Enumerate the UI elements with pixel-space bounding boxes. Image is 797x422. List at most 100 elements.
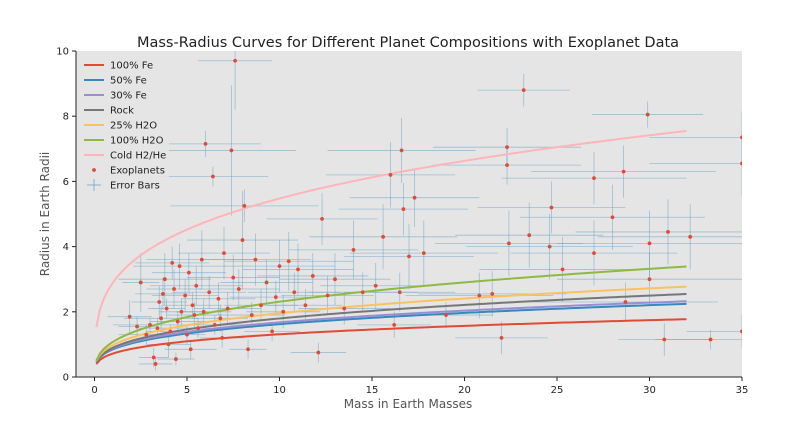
exoplanet-point: [421, 251, 426, 256]
exoplanet-point: [303, 303, 308, 308]
exoplanet-point: [392, 322, 397, 327]
x-tick-label: 15: [366, 385, 379, 396]
exoplanet-point: [286, 259, 291, 264]
y-tick-label: 6: [63, 177, 69, 188]
exoplanet-point: [281, 309, 286, 314]
exoplanet-point: [560, 267, 565, 272]
exoplanet-point: [144, 332, 149, 337]
exoplanet-point: [186, 270, 191, 275]
exoplanet-point: [351, 247, 356, 252]
y-tick-label: 8: [63, 112, 69, 123]
y-tick-label: 4: [63, 242, 69, 253]
exoplanet-point: [292, 290, 297, 295]
exoplanet-point: [203, 142, 208, 146]
exoplanet-point: [277, 264, 282, 269]
exoplanet-point: [521, 88, 526, 93]
exoplanet-point: [623, 300, 628, 304]
exoplanet-point: [373, 283, 378, 288]
legend-label: 25% H2O: [110, 121, 157, 132]
legend: 100% Fe 50% Fe 30% Fe Rock 25% H2O 100% H2O Co…: [79, 55, 169, 198]
legend-label: Error Bars: [110, 181, 160, 192]
exoplanet-point: [199, 257, 204, 262]
exoplanet-point: [218, 316, 223, 321]
y-tick-label: 0: [63, 373, 69, 384]
exoplanet-point: [264, 280, 269, 285]
exoplanet-point: [231, 275, 236, 280]
exoplanet-point: [172, 287, 176, 291]
exoplanet-point: [549, 205, 554, 210]
exoplanet-point: [196, 326, 201, 330]
exoplanet-point: [666, 230, 670, 234]
exoplanet-point: [688, 234, 693, 239]
exoplanet-point: [740, 161, 742, 166]
exoplanet-points-layer: [127, 58, 742, 366]
exoplanet-point: [161, 291, 165, 296]
exoplanet-point: [190, 303, 195, 308]
exoplanet-point: [505, 163, 509, 168]
exoplanet-point: [148, 322, 152, 327]
exoplanet-point: [207, 290, 212, 295]
exoplanet-point: [216, 296, 221, 301]
exoplanet-point: [407, 254, 411, 259]
exoplanet-point: [621, 169, 626, 174]
exoplanet-point: [547, 244, 552, 249]
exoplanet-point: [259, 303, 263, 308]
exoplanet-point: [185, 332, 189, 337]
legend-label: Cold H2/He: [110, 151, 166, 162]
exoplanet-point: [194, 283, 199, 288]
exoplanet-point: [662, 337, 667, 342]
legend-label: Exoplanets: [110, 166, 165, 177]
exoplanet-point: [592, 251, 596, 256]
exoplanet-point: [246, 347, 250, 352]
legend-label: 100% Fe: [110, 61, 153, 72]
exoplanet-point: [527, 233, 532, 238]
exoplanet-point: [164, 306, 169, 311]
axes-layer: 0 5 10 15 20 25 30 35 0 2 4 6 8 10: [56, 47, 748, 397]
exoplanet-point: [381, 234, 385, 239]
x-tick-label: 25: [551, 385, 564, 396]
exoplanet-point: [316, 350, 321, 355]
exoplanet-point: [399, 148, 404, 153]
exoplanet-point: [708, 337, 713, 342]
curve-25-h2o: [95, 285, 687, 362]
exoplanet-point: [127, 314, 132, 319]
x-tick-label: 35: [736, 385, 749, 396]
curve-50-fe: [95, 302, 687, 364]
exoplanet-point: [388, 172, 393, 177]
exoplanet-point: [229, 148, 234, 153]
x-tick-label: 0: [91, 385, 97, 396]
exoplanet-point: [153, 362, 158, 366]
exoplanet-point: [192, 313, 197, 317]
exoplanet-point: [477, 293, 482, 298]
plot-background: [76, 51, 742, 377]
exoplanet-point: [342, 306, 347, 311]
exoplanet-point: [412, 195, 417, 200]
exoplanet-point: [249, 313, 254, 317]
exoplanet-point: [166, 342, 171, 347]
exoplanet-point: [499, 335, 504, 340]
exoplanet-point: [740, 135, 742, 140]
exoplanet-point: [151, 355, 156, 360]
exoplanet-point: [242, 203, 247, 208]
exoplanet-point: [135, 324, 139, 329]
exoplanet-point: [240, 238, 245, 242]
x-tick-label: 20: [458, 385, 471, 396]
exoplanet-point: [397, 290, 402, 295]
exoplanet-point: [610, 215, 615, 220]
legend-label: 100% H2O: [110, 136, 164, 147]
exoplanet-point: [490, 291, 495, 296]
legend-box: [79, 55, 169, 198]
chart-title: Mass-Radius Curves for Different Planet …: [137, 35, 679, 51]
x-tick-label: 10: [273, 385, 286, 396]
exoplanet-point: [201, 309, 206, 314]
exoplanet-point: [175, 319, 180, 324]
exoplanet-point: [188, 347, 193, 352]
exoplanet-point: [310, 274, 315, 278]
exoplanet-point: [296, 267, 300, 272]
exoplanet-point: [233, 58, 238, 63]
exoplanet-point: [325, 293, 330, 298]
legend-label: 50% Fe: [110, 76, 147, 87]
legend-marker-exoplanets: [92, 168, 96, 172]
exoplanet-point: [401, 207, 406, 212]
